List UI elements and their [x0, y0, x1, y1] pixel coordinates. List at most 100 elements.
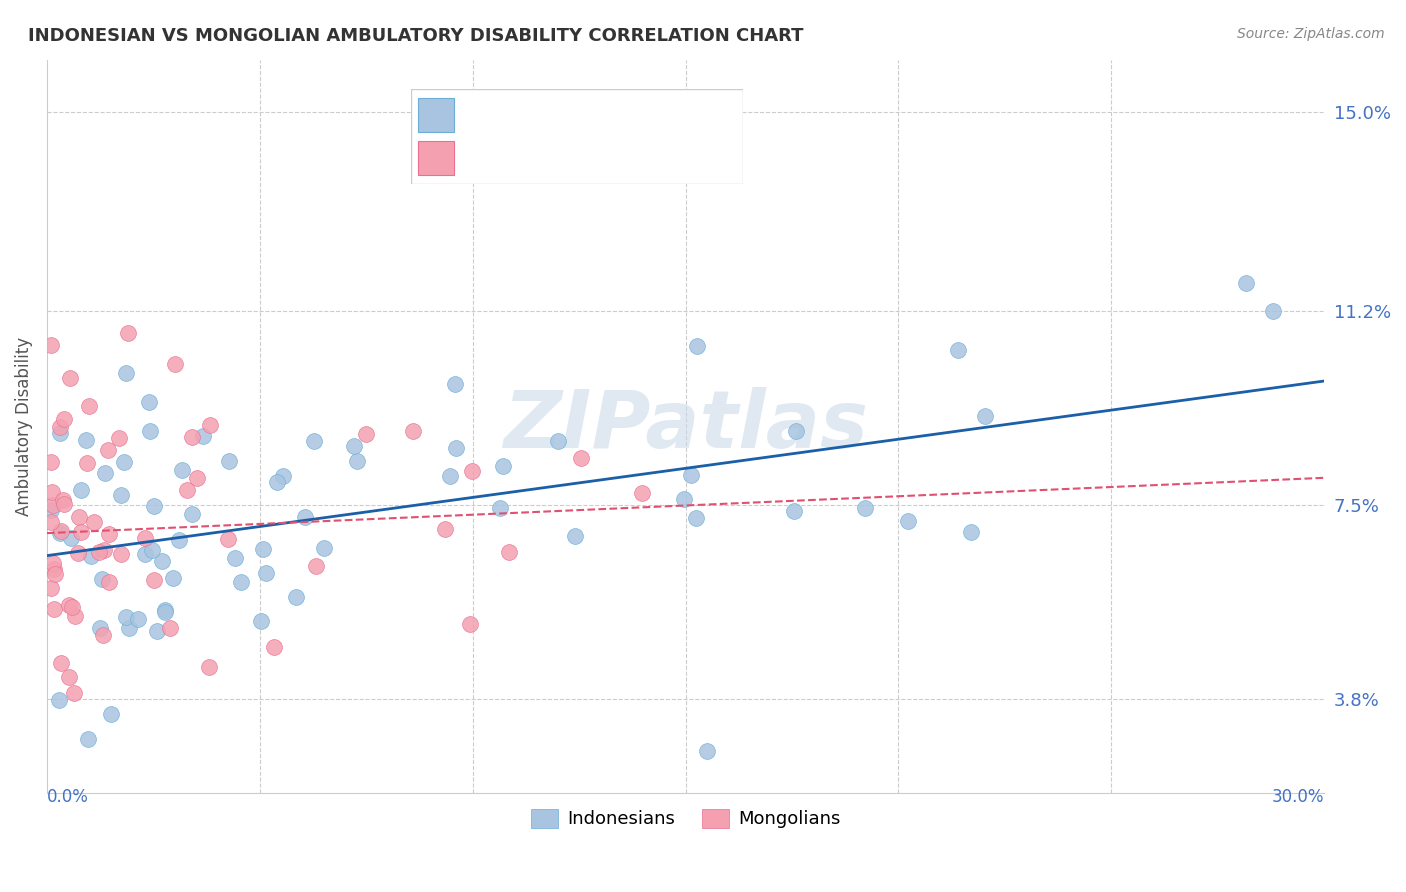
Point: [67, 546, 90, 560]
Point: [302, 434, 325, 448]
Point: [434, 522, 457, 536]
Point: [69, 483, 91, 497]
Point: [946, 343, 969, 357]
Point: [39, 503, 62, 517]
Point: [150, 554, 173, 568]
Point: [186, 471, 208, 485]
Point: [1234, 276, 1257, 290]
Point: [117, 621, 139, 635]
Point: [110, 488, 132, 502]
Point: [402, 424, 425, 438]
Point: [461, 464, 484, 478]
Point: [39, 516, 62, 530]
Text: INDONESIAN VS MONGOLIAN AMBULATORY DISABILITY CORRELATION CHART: INDONESIAN VS MONGOLIAN AMBULATORY DISAB…: [28, 27, 804, 45]
Point: [94, 466, 117, 480]
Point: [254, 566, 277, 580]
Point: [973, 409, 995, 424]
Point: [49, 426, 72, 441]
Point: [685, 511, 707, 525]
Point: [176, 483, 198, 497]
Point: [52, 497, 75, 511]
Point: [229, 575, 252, 590]
Point: [631, 486, 654, 500]
Point: [492, 458, 515, 473]
Point: [444, 377, 467, 392]
Point: [252, 542, 274, 557]
Point: [138, 425, 160, 439]
Point: [48, 693, 70, 707]
Point: [138, 394, 160, 409]
Point: [198, 418, 221, 433]
Point: [547, 434, 569, 449]
Point: [114, 455, 136, 469]
Point: [305, 559, 328, 574]
Point: [134, 531, 156, 545]
Point: [51, 656, 73, 670]
Point: [686, 339, 709, 353]
Point: [42, 498, 65, 512]
Point: [87, 544, 110, 558]
Point: [39, 455, 62, 469]
Point: [98, 526, 121, 541]
Point: [460, 617, 482, 632]
Point: [52, 493, 75, 508]
Point: [108, 431, 131, 445]
Point: [110, 547, 132, 561]
Point: [266, 475, 288, 489]
Point: [498, 545, 520, 559]
Point: [93, 542, 115, 557]
Point: [117, 326, 139, 340]
Point: [41, 484, 63, 499]
Point: [343, 439, 366, 453]
Point: [75, 433, 97, 447]
Point: [80, 549, 103, 564]
Point: [170, 806, 193, 821]
Point: [53, 412, 76, 426]
Point: [672, 492, 695, 507]
Point: [44, 566, 66, 581]
Point: [58, 670, 80, 684]
Point: [294, 510, 316, 524]
Point: [76, 732, 98, 747]
Point: [489, 500, 512, 515]
Point: [564, 529, 586, 543]
Point: [162, 571, 184, 585]
Point: [48, 526, 70, 541]
Point: [163, 357, 186, 371]
Point: [83, 515, 105, 529]
Point: [44, 562, 66, 576]
Text: ZIPatlas: ZIPatlas: [503, 387, 868, 466]
Point: [59, 371, 82, 385]
Point: [271, 468, 294, 483]
Point: [785, 424, 807, 438]
Point: [97, 442, 120, 457]
Point: [77, 399, 100, 413]
Point: [42, 602, 65, 616]
Point: [356, 426, 378, 441]
Point: [141, 542, 163, 557]
Point: [159, 621, 181, 635]
Point: [63, 609, 86, 624]
Point: [960, 525, 983, 540]
Point: [167, 533, 190, 547]
Point: [89, 621, 111, 635]
Y-axis label: Ambulatory Disability: Ambulatory Disability: [15, 337, 32, 516]
Point: [155, 603, 177, 617]
Point: [134, 547, 156, 561]
Point: [76, 457, 98, 471]
Legend: Indonesians, Mongolians: Indonesians, Mongolians: [523, 802, 848, 836]
Point: [58, 598, 80, 612]
Point: [60, 531, 83, 545]
Text: 0.0%: 0.0%: [46, 789, 89, 806]
Point: [218, 454, 240, 468]
Point: [63, 686, 86, 700]
Point: [314, 541, 336, 556]
Text: Source: ZipAtlas.com: Source: ZipAtlas.com: [1237, 27, 1385, 41]
Point: [285, 591, 308, 605]
Point: [153, 605, 176, 619]
Point: [198, 659, 221, 673]
Point: [146, 624, 169, 638]
Point: [127, 612, 149, 626]
Point: [444, 441, 467, 455]
Point: [49, 420, 72, 434]
